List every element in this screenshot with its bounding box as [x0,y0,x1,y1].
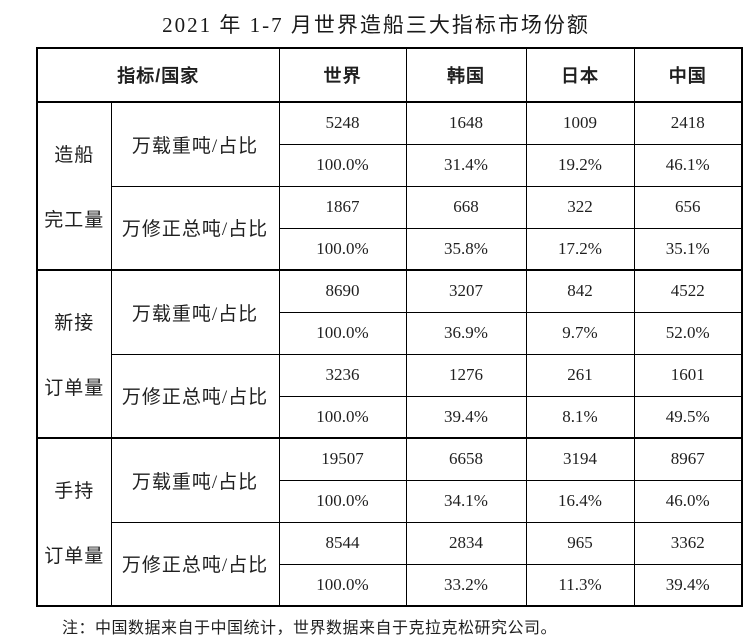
cell-share: 36.9% [405,311,527,355]
row-category-line: 造船 [54,145,95,166]
row-category: 造船 完工量 [36,101,112,271]
table-row: 100.0% 35.8% 17.2% 35.1% [37,227,743,271]
table-row: 新接 订单量 万载重吨/占比 8690 3207 842 4522 [36,269,743,439]
cell-value: 1276 [405,353,527,397]
cell-value: 3236 [278,353,407,397]
page-title: 2021 年 1-7 月世界造船三大指标市场份额 [162,13,590,37]
table-row: 100.0% 36.9% 9.7% 52.0% [37,311,743,355]
cell-value: 3194 [525,437,635,481]
cell-share: 100.0% [278,227,407,271]
table-row: 100.0% 33.2% 11.3% 39.4% [37,563,743,607]
cell-value: 1601 [633,353,743,397]
cell-share: 8.1% [525,395,635,439]
cell-value: 8967 [633,437,743,481]
cell-share: 35.1% [633,227,743,271]
table-row: 万修正总吨/占比 3236 1276 261 1601 [37,353,743,439]
table-body: 造船 完工量 万载重吨/占比 5248 1648 1009 2418 100.0% 31.4% 1… [36,101,743,607]
cell-share: 100.0% [278,395,407,439]
cell-value: 8544 [278,521,407,565]
metric-label: 万修正总吨/占比 [110,353,280,439]
cell-share: 46.0% [633,479,743,523]
metric-label: 万载重吨/占比 [110,101,280,187]
cell-value: 3362 [633,521,743,565]
cell-share: 9.7% [525,311,635,355]
row-category-line: 订单量 [44,378,105,399]
metric-label: 万载重吨/占比 [110,437,280,523]
cell-share: 100.0% [278,563,407,607]
row-category: 手持 订单量 [36,437,112,607]
cell-value: 5248 [278,101,407,145]
table-row: 100.0% 34.1% 16.4% 46.0% [37,479,743,523]
metric-label: 万载重吨/占比 [110,269,280,355]
header-japan: 日本 [525,47,635,103]
cell-share: 49.5% [633,395,743,439]
cell-value: 3207 [405,269,527,313]
row-category-line: 手持 [54,481,95,502]
table-row: 100.0% 39.4% 8.1% 49.5% [37,395,743,439]
row-category-line: 新接 [54,313,95,334]
cell-share: 35.8% [405,227,527,271]
cell-value: 322 [525,185,635,229]
row-category: 新接 订单量 [36,269,112,439]
cell-share: 39.4% [633,563,743,607]
cell-share: 34.1% [405,479,527,523]
cell-share: 31.4% [405,143,527,187]
cell-value: 2834 [405,521,527,565]
cell-share: 100.0% [278,143,407,187]
cell-share: 19.2% [525,143,635,187]
metric-label: 万修正总吨/占比 [110,521,280,607]
cell-share: 17.2% [525,227,635,271]
cell-value: 656 [633,185,743,229]
cell-value: 6658 [405,437,527,481]
row-category-line: 订单量 [44,546,105,567]
footnote: 注：中国数据来自于中国统计，世界数据来自于克拉克松研究公司。 [62,620,558,637]
table-row: 万修正总吨/占比 8544 2834 965 3362 [37,521,743,607]
cell-share: 52.0% [633,311,743,355]
cell-value: 19507 [278,437,407,481]
cell-share: 11.3% [525,563,635,607]
market-share-table: 指标/国家 世界 韩国 日本 中国 造船 完工量 万载重吨/占比 5248 1648 10… [36,47,744,607]
header-china: 中国 [633,47,743,103]
cell-value: 261 [525,353,635,397]
cell-value: 8690 [278,269,407,313]
cell-value: 1648 [405,101,527,145]
metric-label: 万修正总吨/占比 [110,185,280,271]
cell-share: 100.0% [278,311,407,355]
cell-share: 39.4% [405,395,527,439]
header-row: 指标/国家 世界 韩国 日本 中国 [36,47,743,103]
cell-share: 33.2% [405,563,527,607]
cell-value: 668 [405,185,527,229]
header-indicator-country: 指标/国家 [36,47,280,103]
cell-value: 1009 [525,101,635,145]
table-row: 造船 完工量 万载重吨/占比 5248 1648 1009 2418 [36,101,743,271]
header-korea: 韩国 [405,47,527,103]
cell-value: 1867 [278,185,407,229]
table-row: 手持 订单量 万载重吨/占比 19507 6658 3194 8967 [36,437,743,607]
cell-share: 100.0% [278,479,407,523]
cell-share: 46.1% [633,143,743,187]
row-category-line: 完工量 [44,210,105,231]
table-row: 万修正总吨/占比 1867 668 322 656 [37,185,743,271]
header-world: 世界 [278,47,407,103]
table-row: 100.0% 31.4% 19.2% 46.1% [37,143,743,187]
cell-value: 965 [525,521,635,565]
cell-value: 842 [525,269,635,313]
cell-value: 2418 [633,101,743,145]
cell-share: 16.4% [525,479,635,523]
cell-value: 4522 [633,269,743,313]
